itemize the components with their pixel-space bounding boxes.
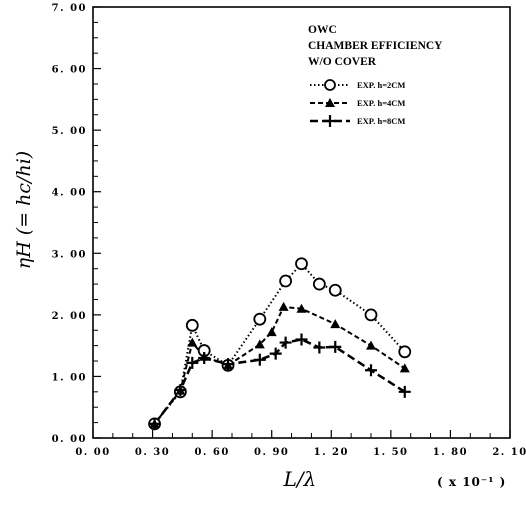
legend-item-h8: EXP. h=8CM (310, 115, 405, 127)
data-point-plus (198, 351, 211, 364)
x-tick-label: 1. 80 (433, 447, 468, 458)
legend-item-h2: EXP. h=2CM (310, 79, 405, 91)
x-tick-label: 0. 60 (194, 447, 229, 458)
series-markers (148, 257, 412, 431)
legend-item-h4: EXP. h=4CM (310, 98, 405, 108)
data-point-triangle (296, 303, 307, 313)
annotation-line-2: CHAMBER EFFICIENCY (308, 40, 443, 52)
data-point-circle (253, 312, 267, 326)
x-tick-label: 0. 30 (135, 447, 170, 458)
annotation-line-1: OWC (308, 24, 337, 36)
data-point-plus (174, 383, 187, 396)
data-point-plus (279, 336, 292, 349)
y-axis-ticks: 0. 00 1. 00 2. 00 3. 00 4. 00 5. 00 6. 00 7. 00 (52, 3, 101, 445)
axes (92, 6, 511, 439)
x-axis-label: L/λ (283, 467, 317, 491)
data-point-circle (279, 274, 293, 288)
legend-label-h8: EXP. h=8CM (357, 116, 405, 126)
y-tick-label: 6. 00 (52, 65, 87, 76)
data-point-plus (398, 385, 411, 398)
plot-frame (92, 6, 511, 439)
annotation-line-3: W/O COVER (308, 56, 377, 68)
x-tick-label: 0. 90 (254, 447, 289, 458)
y-tick-label: 7. 00 (52, 3, 87, 14)
legend: EXP. h=2CM EXP. h=4CM EXP. h=8CM (310, 79, 405, 127)
data-point-triangle (187, 337, 198, 347)
data-point-plus (269, 347, 282, 360)
data-point-plus (186, 356, 199, 369)
x-tick-label: 1. 20 (314, 447, 349, 458)
x-tick-label: 0. 00 (75, 447, 110, 458)
data-point-triangle (399, 363, 410, 373)
data-point-plus (222, 358, 235, 371)
data-point-circle (364, 308, 378, 322)
data-point-plus (253, 353, 266, 366)
legend-label-h4: EXP. h=4CM (357, 98, 405, 108)
data-point-plus (329, 340, 342, 353)
legend-label-h2: EXP. h=2CM (357, 80, 405, 90)
data-point-triangle (330, 319, 341, 329)
data-point-circle (328, 283, 342, 297)
data-point-plus (148, 417, 161, 430)
legend-triangle-marker (325, 98, 335, 107)
data-point-triangle (278, 301, 289, 311)
data-point-circle (185, 318, 199, 332)
x-tick-label: 2. 10 (492, 447, 526, 458)
y-tick-label: 5. 00 (52, 126, 87, 137)
data-point-triangle (366, 340, 376, 350)
legend-circle-marker (324, 79, 336, 91)
y-tick-label: 4. 00 (52, 188, 87, 199)
series-line-1 (153, 305, 406, 425)
data-point-triangle (266, 327, 277, 337)
data-point-triangle (254, 339, 265, 349)
x-axis-ticks: 0. 00 0. 30 0. 60 0. 90 1. 20 1. 50 1. 80 2. 10 (75, 430, 526, 458)
data-point-circle (398, 345, 412, 359)
series-line-2 (153, 338, 406, 425)
x-axis-unit: ( x 10⁻¹ ) (437, 475, 506, 489)
data-point-plus (295, 333, 308, 346)
y-axis-label: ηH (= hc/hi) (13, 151, 35, 269)
data-point-plus (365, 364, 377, 377)
x-tick-label: 1. 50 (373, 447, 408, 458)
series-line-0 (153, 262, 406, 425)
legend-plus-marker (324, 115, 336, 127)
annotation: OWC CHAMBER EFFICIENCY W/O COVER (308, 24, 443, 68)
data-point-circle (312, 277, 326, 291)
y-tick-label: 2. 00 (52, 311, 87, 322)
data-point-plus (313, 341, 326, 354)
y-tick-label: 1. 00 (52, 372, 87, 383)
data-point-circle (295, 257, 308, 271)
y-tick-label: 0. 00 (52, 434, 87, 445)
y-tick-label: 3. 00 (52, 249, 87, 260)
